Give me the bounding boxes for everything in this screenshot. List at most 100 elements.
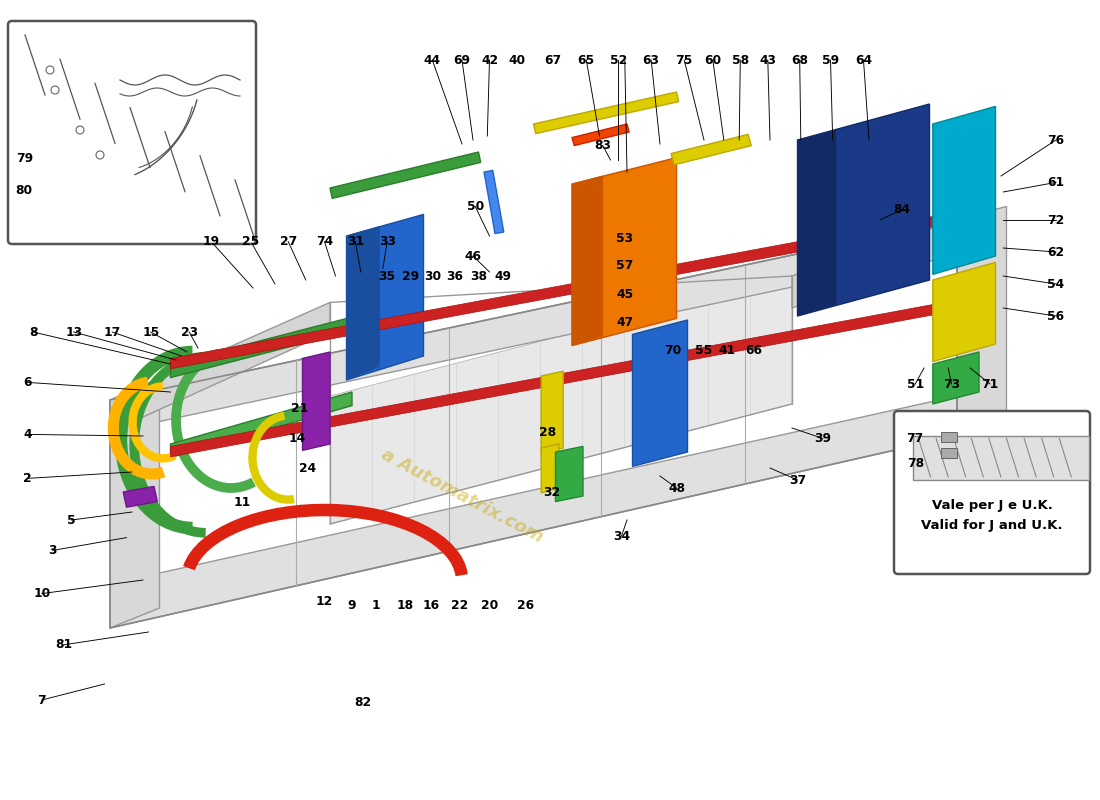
Polygon shape [541,444,559,493]
Text: 37: 37 [789,474,806,486]
Text: 1: 1 [372,599,381,612]
Text: 46: 46 [464,250,482,262]
Polygon shape [933,352,979,404]
Text: 30: 30 [424,270,441,282]
Text: 54: 54 [1047,278,1065,290]
Polygon shape [933,262,996,362]
Text: 68: 68 [791,54,808,66]
Text: 58: 58 [732,54,749,66]
Polygon shape [572,124,629,146]
Polygon shape [110,302,330,432]
Text: 6: 6 [23,376,32,389]
Polygon shape [330,276,792,524]
Polygon shape [798,130,836,316]
Text: 24: 24 [299,462,317,474]
Text: 38: 38 [470,270,487,282]
Text: 44: 44 [424,54,441,66]
Text: 66: 66 [745,344,762,357]
Text: 39: 39 [814,432,832,445]
Text: 55: 55 [695,344,713,357]
Text: 75: 75 [675,54,693,66]
Text: 28: 28 [539,426,557,438]
Text: Valid for J and U.K.: Valid for J and U.K. [922,518,1063,531]
Text: 74: 74 [316,235,333,248]
Text: 25: 25 [242,235,260,248]
Text: 63: 63 [642,54,660,66]
Text: 64: 64 [855,54,872,66]
Polygon shape [170,392,352,458]
Text: 52: 52 [609,54,627,66]
Text: 23: 23 [180,326,198,338]
Text: 18: 18 [396,599,414,612]
Polygon shape [170,300,957,457]
Polygon shape [798,104,930,316]
Polygon shape [632,320,688,466]
Text: 61: 61 [1047,176,1065,189]
Text: 19: 19 [202,235,220,248]
Text: 72: 72 [1047,214,1065,226]
Text: 35: 35 [378,270,396,282]
Polygon shape [933,106,996,274]
Text: 79: 79 [15,152,33,165]
Text: 70: 70 [664,344,682,357]
Text: 77: 77 [906,432,924,445]
Text: 41: 41 [718,344,736,357]
Polygon shape [572,158,676,346]
Text: 5: 5 [67,514,76,526]
Text: 3: 3 [48,544,57,557]
Bar [913,436,1089,480]
Text: 4: 4 [23,428,32,441]
Text: 69: 69 [453,54,471,66]
Text: 48: 48 [668,482,685,494]
Polygon shape [110,220,957,432]
Text: 16: 16 [422,599,440,612]
Text: 67: 67 [544,54,562,66]
Text: 11: 11 [233,496,251,509]
Text: 59: 59 [822,54,839,66]
Polygon shape [330,152,481,198]
Text: 36: 36 [446,270,463,282]
Text: 15: 15 [142,326,160,338]
Text: 57: 57 [616,259,634,272]
Bar [940,448,957,458]
Text: 27: 27 [279,235,297,248]
Text: 43: 43 [759,54,777,66]
FancyBboxPatch shape [8,21,256,244]
Text: 40: 40 [508,54,526,66]
Text: 21: 21 [290,402,308,414]
Polygon shape [541,371,563,453]
Polygon shape [957,206,1006,436]
Text: 26: 26 [517,599,535,612]
Polygon shape [534,92,679,134]
Polygon shape [671,134,751,165]
Bar [940,432,957,442]
Text: 47: 47 [616,316,634,329]
Text: 9: 9 [348,599,356,612]
Text: 71: 71 [981,378,999,390]
Text: 42: 42 [481,54,498,66]
Text: 51: 51 [906,378,924,390]
Text: 14: 14 [288,432,306,445]
Text: 29: 29 [402,270,419,282]
Text: 83: 83 [594,139,612,152]
Text: Vale per J e U.K.: Vale per J e U.K. [932,498,1053,511]
Polygon shape [572,176,603,346]
Polygon shape [484,170,504,234]
Text: 56: 56 [1047,310,1065,322]
Text: 78: 78 [906,458,924,470]
Polygon shape [792,220,957,308]
Polygon shape [302,352,330,450]
Polygon shape [110,396,957,628]
Text: 65: 65 [578,54,595,66]
Text: 53: 53 [616,232,634,245]
Polygon shape [346,226,380,380]
Text: 82: 82 [354,696,372,709]
Text: 73: 73 [943,378,960,390]
Text: 22: 22 [451,599,469,612]
Polygon shape [170,300,418,378]
Text: 2: 2 [23,472,32,485]
Text: 80: 80 [15,184,33,197]
Text: 62: 62 [1047,246,1065,258]
Polygon shape [170,212,957,369]
Text: 32: 32 [543,486,561,498]
